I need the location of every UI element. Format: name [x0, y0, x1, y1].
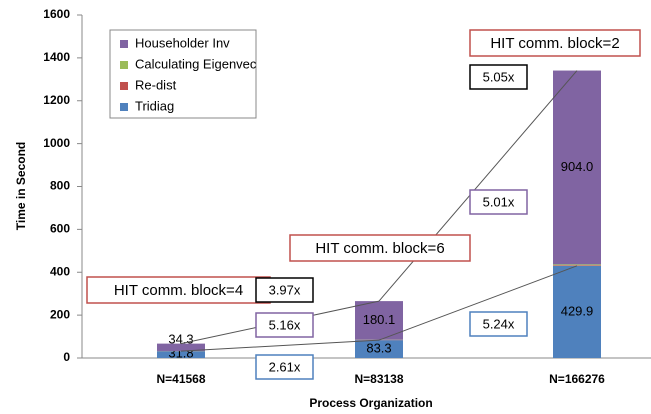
connector: [180, 339, 380, 352]
annotation-box: [469, 311, 528, 337]
legend-label: Re-dist: [135, 77, 177, 92]
legend-swatch: [120, 40, 128, 48]
x-tick-label: N=41568: [156, 372, 205, 386]
annotation-box: [86, 276, 271, 304]
y-tick-label: 1600: [43, 7, 70, 21]
annotation-box: [255, 277, 314, 303]
connector: [378, 265, 578, 341]
annotation-box: [255, 354, 314, 380]
y-tick-label: 1200: [43, 93, 70, 107]
y-tick-label: 800: [50, 179, 70, 193]
y-tick-label: 0: [63, 350, 70, 364]
x-axis-label: Process Organization: [309, 396, 432, 410]
x-tick-label: N=83138: [354, 372, 403, 386]
legend-label: Tridiag: [135, 98, 174, 113]
y-tick-label: 400: [50, 264, 70, 278]
y-tick-label: 200: [50, 307, 70, 321]
value-label: 180.1: [363, 312, 396, 327]
legend-swatch: [120, 61, 128, 69]
bar-segment: [553, 70, 601, 265]
value-label: 34.3: [168, 331, 193, 346]
legend-swatch: [120, 103, 128, 111]
annotation-text: 2.61x: [269, 359, 301, 374]
annotation-box: [289, 234, 471, 262]
legend-label: Householder Inv: [135, 35, 230, 50]
value-label: 904.0: [561, 159, 594, 174]
y-tick-label: 1000: [43, 136, 70, 150]
connector: [378, 70, 578, 302]
value-label: 429.9: [561, 303, 594, 318]
annotation-text: HIT comm. block=2: [490, 35, 619, 52]
y-axis-label: Time in Second: [14, 142, 28, 230]
annotation-text: HIT comm. block=4: [114, 282, 243, 299]
bar-segment: [157, 351, 205, 358]
annotation-text: 5.05x: [483, 69, 515, 84]
bar-segment: [355, 340, 403, 358]
annotation-text: 5.24x: [483, 316, 515, 331]
annotation-box: [469, 64, 528, 90]
annotation-text: 5.01x: [483, 194, 515, 209]
legend-swatch: [120, 82, 128, 90]
bar-segment: [355, 301, 403, 340]
annotation-text: HIT comm. block=6: [315, 240, 444, 257]
value-label: 83.3: [366, 341, 391, 356]
legend-box: [109, 29, 257, 119]
bar-segment: [553, 265, 601, 266]
bar-segment: [553, 264, 601, 266]
annotation-text: 5.16x: [269, 317, 301, 332]
legend-label: Calculating Eigenvec: [135, 56, 257, 71]
annotation-box: [469, 189, 528, 215]
annotation-box: [469, 29, 641, 57]
annotation-text: 3.97x: [269, 282, 301, 297]
bar-segment: [157, 343, 205, 351]
y-tick-label: 1400: [43, 50, 70, 64]
bar-segment: [553, 265, 601, 358]
x-tick-label: N=166276: [549, 372, 605, 386]
annotation-box: [255, 312, 314, 338]
y-tick-label: 600: [50, 222, 70, 236]
